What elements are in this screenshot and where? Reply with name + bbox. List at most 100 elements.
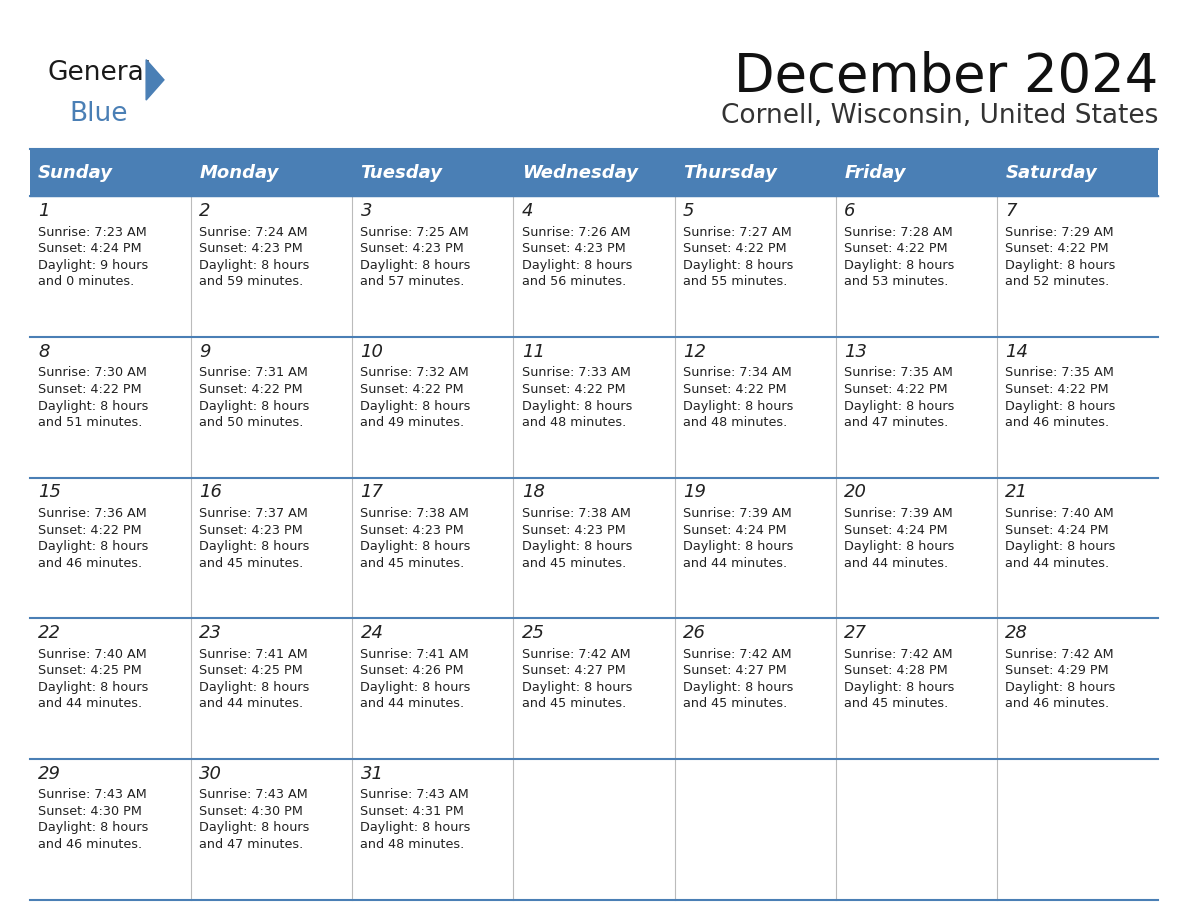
Text: Sunset: 4:23 PM: Sunset: 4:23 PM: [522, 523, 625, 537]
Text: Daylight: 8 hours: Daylight: 8 hours: [683, 399, 794, 412]
Text: and 48 minutes.: and 48 minutes.: [683, 416, 788, 429]
Text: Sunset: 4:23 PM: Sunset: 4:23 PM: [200, 242, 303, 255]
Text: Daylight: 8 hours: Daylight: 8 hours: [1005, 399, 1116, 412]
Bar: [30, 149, 1158, 196]
Text: and 46 minutes.: and 46 minutes.: [38, 838, 143, 851]
Text: 15: 15: [38, 483, 61, 501]
Text: 29: 29: [38, 765, 61, 782]
Text: 18: 18: [522, 483, 545, 501]
Text: 14: 14: [1005, 342, 1029, 361]
Text: Sunrise: 7:39 AM: Sunrise: 7:39 AM: [683, 507, 791, 521]
Text: Sunset: 4:26 PM: Sunset: 4:26 PM: [360, 665, 465, 677]
Text: Daylight: 8 hours: Daylight: 8 hours: [360, 822, 470, 834]
Text: Sunset: 4:27 PM: Sunset: 4:27 PM: [522, 665, 625, 677]
Text: Sunset: 4:22 PM: Sunset: 4:22 PM: [683, 383, 786, 396]
Text: Daylight: 8 hours: Daylight: 8 hours: [683, 259, 794, 272]
Text: Sunset: 4:23 PM: Sunset: 4:23 PM: [360, 242, 465, 255]
Text: 30: 30: [200, 765, 222, 782]
Text: Sunset: 4:24 PM: Sunset: 4:24 PM: [1005, 523, 1110, 537]
Text: Sunset: 4:23 PM: Sunset: 4:23 PM: [200, 523, 303, 537]
Text: Sunrise: 7:38 AM: Sunrise: 7:38 AM: [522, 507, 631, 521]
Text: Sunrise: 7:24 AM: Sunrise: 7:24 AM: [200, 226, 308, 239]
Text: Daylight: 8 hours: Daylight: 8 hours: [522, 259, 632, 272]
Text: Daylight: 8 hours: Daylight: 8 hours: [360, 399, 470, 412]
Text: General: General: [48, 60, 152, 85]
Text: 17: 17: [360, 483, 384, 501]
Text: and 44 minutes.: and 44 minutes.: [845, 556, 948, 570]
Text: Daylight: 8 hours: Daylight: 8 hours: [522, 681, 632, 694]
Text: Daylight: 8 hours: Daylight: 8 hours: [200, 399, 310, 412]
Text: 16: 16: [200, 483, 222, 501]
Text: and 46 minutes.: and 46 minutes.: [38, 556, 143, 570]
Text: Sunset: 4:30 PM: Sunset: 4:30 PM: [38, 805, 141, 818]
Text: and 45 minutes.: and 45 minutes.: [522, 556, 626, 570]
Text: Sunset: 4:23 PM: Sunset: 4:23 PM: [360, 523, 465, 537]
Text: Daylight: 8 hours: Daylight: 8 hours: [360, 681, 470, 694]
Text: Saturday: Saturday: [1005, 163, 1098, 182]
Text: 8: 8: [38, 342, 50, 361]
Text: and 44 minutes.: and 44 minutes.: [38, 698, 143, 711]
Text: 21: 21: [1005, 483, 1029, 501]
Text: and 45 minutes.: and 45 minutes.: [360, 556, 465, 570]
Bar: [30, 759, 1158, 900]
Text: 11: 11: [522, 342, 545, 361]
Text: Sunrise: 7:43 AM: Sunrise: 7:43 AM: [38, 789, 147, 801]
Text: Daylight: 8 hours: Daylight: 8 hours: [1005, 259, 1116, 272]
Text: Daylight: 8 hours: Daylight: 8 hours: [845, 540, 954, 554]
Bar: [30, 337, 1158, 477]
Text: Sunset: 4:22 PM: Sunset: 4:22 PM: [1005, 383, 1110, 396]
Text: and 53 minutes.: and 53 minutes.: [845, 275, 948, 288]
Text: and 48 minutes.: and 48 minutes.: [360, 838, 465, 851]
Text: Sunset: 4:22 PM: Sunset: 4:22 PM: [845, 383, 948, 396]
Text: and 51 minutes.: and 51 minutes.: [38, 416, 143, 429]
Text: Sunset: 4:22 PM: Sunset: 4:22 PM: [845, 242, 948, 255]
Text: 12: 12: [683, 342, 706, 361]
Text: 6: 6: [845, 202, 855, 220]
Text: Daylight: 9 hours: Daylight: 9 hours: [38, 259, 148, 272]
Text: Sunrise: 7:37 AM: Sunrise: 7:37 AM: [200, 507, 308, 521]
Text: 3: 3: [360, 202, 372, 220]
Polygon shape: [146, 60, 164, 100]
Text: and 44 minutes.: and 44 minutes.: [1005, 556, 1110, 570]
Text: Sunset: 4:22 PM: Sunset: 4:22 PM: [1005, 242, 1110, 255]
Text: 4: 4: [522, 202, 533, 220]
Text: 25: 25: [522, 624, 545, 642]
Text: Sunset: 4:22 PM: Sunset: 4:22 PM: [38, 523, 141, 537]
Text: Sunset: 4:24 PM: Sunset: 4:24 PM: [38, 242, 141, 255]
Text: Sunrise: 7:41 AM: Sunrise: 7:41 AM: [200, 648, 308, 661]
Text: Sunrise: 7:27 AM: Sunrise: 7:27 AM: [683, 226, 791, 239]
Text: 24: 24: [360, 624, 384, 642]
Text: Sunset: 4:22 PM: Sunset: 4:22 PM: [522, 383, 625, 396]
Text: and 45 minutes.: and 45 minutes.: [845, 698, 948, 711]
Text: Sunset: 4:22 PM: Sunset: 4:22 PM: [683, 242, 786, 255]
Text: and 50 minutes.: and 50 minutes.: [200, 416, 304, 429]
Text: Sunrise: 7:34 AM: Sunrise: 7:34 AM: [683, 366, 791, 379]
Text: 1: 1: [38, 202, 50, 220]
Text: and 0 minutes.: and 0 minutes.: [38, 275, 134, 288]
Text: Sunday: Sunday: [38, 163, 113, 182]
Text: Sunrise: 7:25 AM: Sunrise: 7:25 AM: [360, 226, 469, 239]
Text: Daylight: 8 hours: Daylight: 8 hours: [200, 681, 310, 694]
Text: and 59 minutes.: and 59 minutes.: [200, 275, 303, 288]
Text: Sunrise: 7:38 AM: Sunrise: 7:38 AM: [360, 507, 469, 521]
Text: 9: 9: [200, 342, 210, 361]
Text: and 52 minutes.: and 52 minutes.: [1005, 275, 1110, 288]
Text: 13: 13: [845, 342, 867, 361]
Text: Sunset: 4:23 PM: Sunset: 4:23 PM: [522, 242, 625, 255]
Text: 2: 2: [200, 202, 210, 220]
Text: Sunset: 4:24 PM: Sunset: 4:24 PM: [845, 523, 948, 537]
Text: Daylight: 8 hours: Daylight: 8 hours: [200, 822, 310, 834]
Text: Sunrise: 7:30 AM: Sunrise: 7:30 AM: [38, 366, 147, 379]
Text: and 47 minutes.: and 47 minutes.: [845, 416, 948, 429]
Text: and 44 minutes.: and 44 minutes.: [360, 698, 465, 711]
Text: 22: 22: [38, 624, 61, 642]
Text: Blue: Blue: [69, 101, 127, 127]
Text: Sunrise: 7:29 AM: Sunrise: 7:29 AM: [1005, 226, 1114, 239]
Text: Sunrise: 7:26 AM: Sunrise: 7:26 AM: [522, 226, 631, 239]
Text: 26: 26: [683, 624, 706, 642]
Text: Daylight: 8 hours: Daylight: 8 hours: [683, 540, 794, 554]
Text: Daylight: 8 hours: Daylight: 8 hours: [360, 259, 470, 272]
Text: Daylight: 8 hours: Daylight: 8 hours: [522, 399, 632, 412]
Text: Daylight: 8 hours: Daylight: 8 hours: [845, 259, 954, 272]
Text: 5: 5: [683, 202, 695, 220]
